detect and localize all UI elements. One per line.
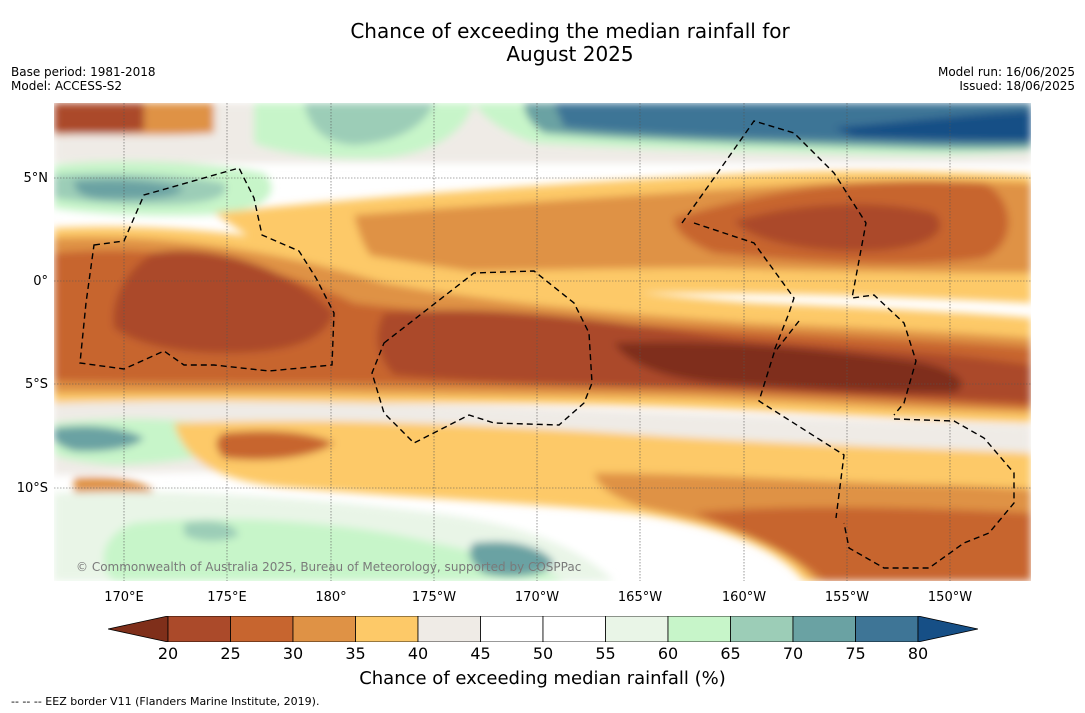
lon-label-170e: 170°E [104,590,144,605]
map-region-eq-darkbrown [614,341,962,393]
lon-label-175w: 175°W [411,590,457,605]
colorbar-cell [730,616,794,642]
map-region-s-green-3 [184,521,239,541]
map-region-north-green-3 [304,103,434,145]
colorbar-tick-label: 25 [220,644,241,663]
colorbar-cell [292,616,356,642]
colorbar-cell [667,616,731,642]
colorbar-cell [855,616,919,642]
eez-borders [79,120,1015,569]
map-region-west-teal [74,179,184,200]
lon-label-165w: 165°W [617,590,663,605]
map-region-nw-brown [54,103,144,134]
colorbar-tick-label: 80 [907,644,929,663]
colorbar-tick-label: 55 [595,644,616,663]
lon-label-155w: 155°W [824,590,870,605]
lon-label-160w: 160°W [721,590,767,605]
chart-title: Chance of exceeding the median rainfall … [0,20,1085,66]
eez-footnote: -- -- -- EEZ border V11 (Flanders Marine… [11,695,320,708]
lat-label-5n: 5°N [23,171,49,186]
colorbar-tick-label: 75 [845,644,866,663]
map-region-south-red [694,507,1031,581]
map-region-sw-teal [54,426,144,452]
eez-border-west [79,167,335,372]
map-canvas [54,103,1031,581]
model-run-text: Model run: 16/06/2025 [937,65,1075,79]
eez-border-southeast [758,320,845,519]
colorbar-cell [167,616,231,642]
lat-label-5s: 5°S [24,377,48,392]
colorbar-cell [542,616,606,642]
copyright-notice: © Commonwealth of Australia 2025, Bureau… [76,560,582,574]
colorbar-left-arrow [108,616,169,642]
eez-border-south-loop [843,418,1015,569]
colorbar-tick-label: 40 [407,644,429,663]
title-line-1: Chance of exceeding the median rainfall … [350,19,790,43]
title-line-2: August 2025 [506,42,634,66]
colorbar-tick-label: 45 [470,644,491,663]
meta-right: Model run: 16/06/2025 Issued: 18/06/2025 [938,65,1075,93]
colorbar-tick-label: 70 [782,644,804,663]
lon-label-175e: 175°E [207,590,247,605]
colorbar-tick-label: 20 [157,644,179,663]
map-region-north-dry-brown [734,204,941,252]
colorbar-tick-label: 65 [720,644,741,663]
lon-label-180: 180° [315,590,347,605]
colorbar-cell [355,616,419,642]
lon-label-170w: 170°W [514,590,560,605]
colorbar-tick-label: 35 [345,644,366,663]
colorbar-cell [605,616,669,642]
map-region-s-teal [469,541,554,577]
map-region-north-darkblue [834,111,1031,141]
eez-border-east [681,120,917,416]
colorbar-right-arrow [917,616,978,642]
colorbar-tick-label: 30 [282,644,304,663]
meta-left: Base period: 1981-2018 Model: ACCESS-S2 [11,65,156,93]
lon-label-150w: 150°W [927,590,973,605]
colorbar-tick-label: 50 [532,644,554,663]
colorbar-tick-label: 60 [657,644,679,663]
rainfall-map[interactable]: © Commonwealth of Australia 2025, Bureau… [54,103,1031,581]
eez-border-central [371,270,593,444]
map-region-eq-brown-west [113,250,334,353]
colorbar-cell [230,616,294,642]
colorbar [108,616,978,642]
issued-text: Issued: 18/06/2025 [959,79,1075,93]
lat-label-10s: 10°S [16,481,48,496]
model-text: Model: ACCESS-S2 [11,79,123,93]
base-period-text: Base period: 1981-2018 [11,65,156,79]
colorbar-label: Chance of exceeding median rainfall (%) [359,668,726,689]
map-region-south-red-west [216,431,334,460]
map-grid [54,103,1031,581]
eez-border-mid [693,222,795,352]
lat-label-0: 0° [33,274,48,289]
colorbar-cell [417,616,481,642]
colorbar-cell [792,616,856,642]
colorbar-cell [480,616,544,642]
